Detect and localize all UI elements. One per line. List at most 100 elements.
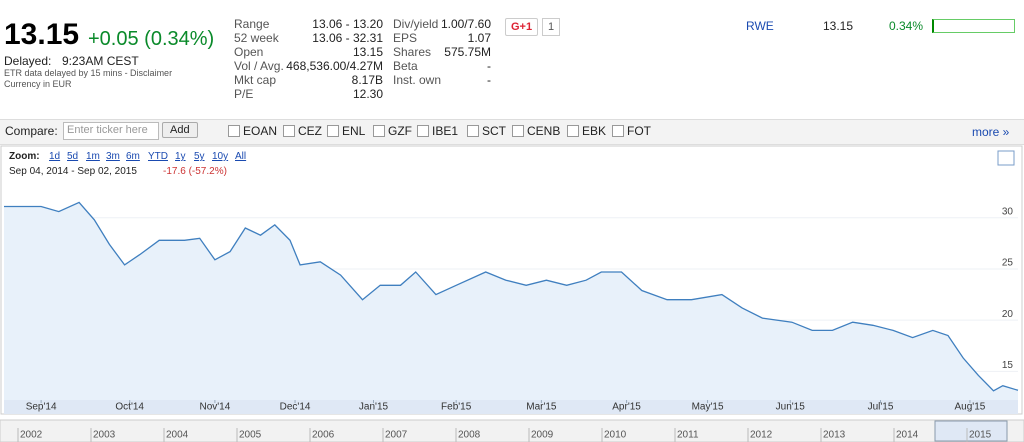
navigator-year: 2011 xyxy=(677,430,699,441)
stat-value: 8.17B xyxy=(351,73,383,87)
compare-ticker: FOT xyxy=(627,124,651,138)
checkbox[interactable] xyxy=(283,125,295,137)
x-tick-label: Oct'14 xyxy=(115,402,144,413)
fullscreen-button[interactable] xyxy=(997,150,1015,166)
range-change: -17.6 (-57.2%) xyxy=(163,166,227,177)
navigator-year: 2004 xyxy=(166,430,189,441)
stat-value: 12.30 xyxy=(352,87,383,101)
price-line xyxy=(4,201,1019,392)
zoom-option[interactable]: 5d xyxy=(67,151,79,162)
zoom-option[interactable]: 1d xyxy=(49,151,61,162)
navigator-year: 2006 xyxy=(312,430,335,441)
navigator-year: 2007 xyxy=(385,430,408,441)
checkbox[interactable] xyxy=(567,125,579,137)
gplus-button[interactable]: G+1 xyxy=(505,18,539,36)
stat-value: 1.07 xyxy=(467,31,491,45)
stat-value: 468,536.00/4.27M xyxy=(286,59,383,73)
x-tick-label: May'15 xyxy=(692,402,724,413)
peer-change: 0.34% xyxy=(889,19,924,33)
stat-label: 52 week xyxy=(234,31,279,45)
stat-label: Shares xyxy=(393,45,432,59)
y-tick-label: 30 xyxy=(1002,206,1014,217)
zoom-option[interactable]: YTD xyxy=(148,151,168,162)
x-tick-label: Feb'15 xyxy=(441,402,472,413)
zoom-label: Zoom: xyxy=(9,151,40,162)
compare-ticker: GZF xyxy=(388,124,412,138)
disclaimer: ETR data delayed by 15 mins - Disclaimer xyxy=(4,68,173,78)
stat-label: P/E xyxy=(234,87,254,101)
peer-ticker[interactable]: RWE xyxy=(746,19,774,33)
navigator-year: 2005 xyxy=(239,430,262,441)
navigator-year: 2002 xyxy=(20,430,43,441)
x-tick-label: Dec'14 xyxy=(280,402,311,413)
zoom-option[interactable]: 1y xyxy=(175,151,186,162)
stat-value: - xyxy=(487,73,491,87)
checkbox[interactable] xyxy=(327,125,339,137)
stat-value: 1.00/7.60 xyxy=(440,17,491,31)
y-tick-label: 15 xyxy=(1002,360,1014,371)
stat-value: 575.75M xyxy=(444,45,491,59)
x-tick-label: Jan'15 xyxy=(359,402,389,413)
gplus-count: 1 xyxy=(542,18,561,36)
ticker-input[interactable]: Enter ticker here xyxy=(63,122,159,140)
y-tick-label: 20 xyxy=(1002,309,1014,320)
navigator-year: 2013 xyxy=(823,430,846,441)
checkbox[interactable] xyxy=(373,125,385,137)
checkbox[interactable] xyxy=(228,125,240,137)
stat-value: 13.06 - 13.20 xyxy=(312,17,383,31)
zoom-option[interactable]: 6m xyxy=(126,151,140,162)
stat-value: 13.06 - 32.31 xyxy=(312,31,383,45)
price: 13.15 xyxy=(4,18,80,51)
checkbox[interactable] xyxy=(417,125,429,137)
stat-label: Range xyxy=(234,17,270,31)
compare-ticker: CENB xyxy=(527,124,561,138)
navigator-year: 2003 xyxy=(93,430,116,441)
zoom-option[interactable]: 3m xyxy=(106,151,120,162)
x-tick-label: Jul'15 xyxy=(868,402,894,413)
stat-label: Div/yield xyxy=(393,17,439,31)
y-tick-label: 25 xyxy=(1002,258,1014,269)
stat-label: Mkt cap xyxy=(234,73,277,87)
peer-price: 13.15 xyxy=(823,19,854,33)
compare-ticker: CEZ xyxy=(298,124,322,138)
compare-ticker: ENL xyxy=(342,124,366,138)
quote-time: 9:23AM CEST xyxy=(62,54,139,68)
zoom-option[interactable]: All xyxy=(235,151,247,162)
compare-ticker: IBE1 xyxy=(432,124,459,138)
x-tick-label: Nov'14 xyxy=(199,402,230,413)
x-tick-label: Mar'15 xyxy=(526,402,557,413)
date-range: Sep 04, 2014 - Sep 02, 2015 xyxy=(9,166,137,177)
navigator-window[interactable] xyxy=(934,420,1008,442)
x-tick-label: Aug'15 xyxy=(955,402,986,413)
area-fill xyxy=(4,202,1018,400)
navigator-year: 2012 xyxy=(750,430,773,441)
zoom-option[interactable]: 1m xyxy=(86,151,100,162)
price-change: +0.05 (0.34%) xyxy=(88,28,215,50)
navigator-year: 2014 xyxy=(896,430,919,441)
x-tick-label: Apr'15 xyxy=(612,402,641,413)
checkbox[interactable] xyxy=(512,125,524,137)
compare-ticker: EOAN xyxy=(243,124,278,138)
stat-value: - xyxy=(487,59,491,73)
compare-ticker: EBK xyxy=(582,124,607,138)
x-tick-label: Jun'15 xyxy=(776,402,806,413)
compare-label: Compare: xyxy=(5,124,58,138)
peer-bar xyxy=(932,19,1015,33)
zoom-option[interactable]: 10y xyxy=(212,151,229,162)
zoom-option[interactable]: 5y xyxy=(194,151,205,162)
navigator[interactable] xyxy=(0,419,1024,442)
navigator-year: 2009 xyxy=(531,430,554,441)
checkbox[interactable] xyxy=(612,125,624,137)
x-axis-band xyxy=(4,400,1018,414)
add-button[interactable]: Add xyxy=(162,122,198,138)
stat-value: 13.15 xyxy=(352,45,383,59)
navigator-year: 2010 xyxy=(604,430,627,441)
checkbox[interactable] xyxy=(467,125,479,137)
stat-label: Open xyxy=(234,45,264,59)
navigator-year: 2008 xyxy=(458,430,481,441)
more-link[interactable]: more » xyxy=(972,125,1010,139)
stat-label: Inst. own xyxy=(393,73,442,87)
compare-ticker: SCT xyxy=(482,124,506,138)
